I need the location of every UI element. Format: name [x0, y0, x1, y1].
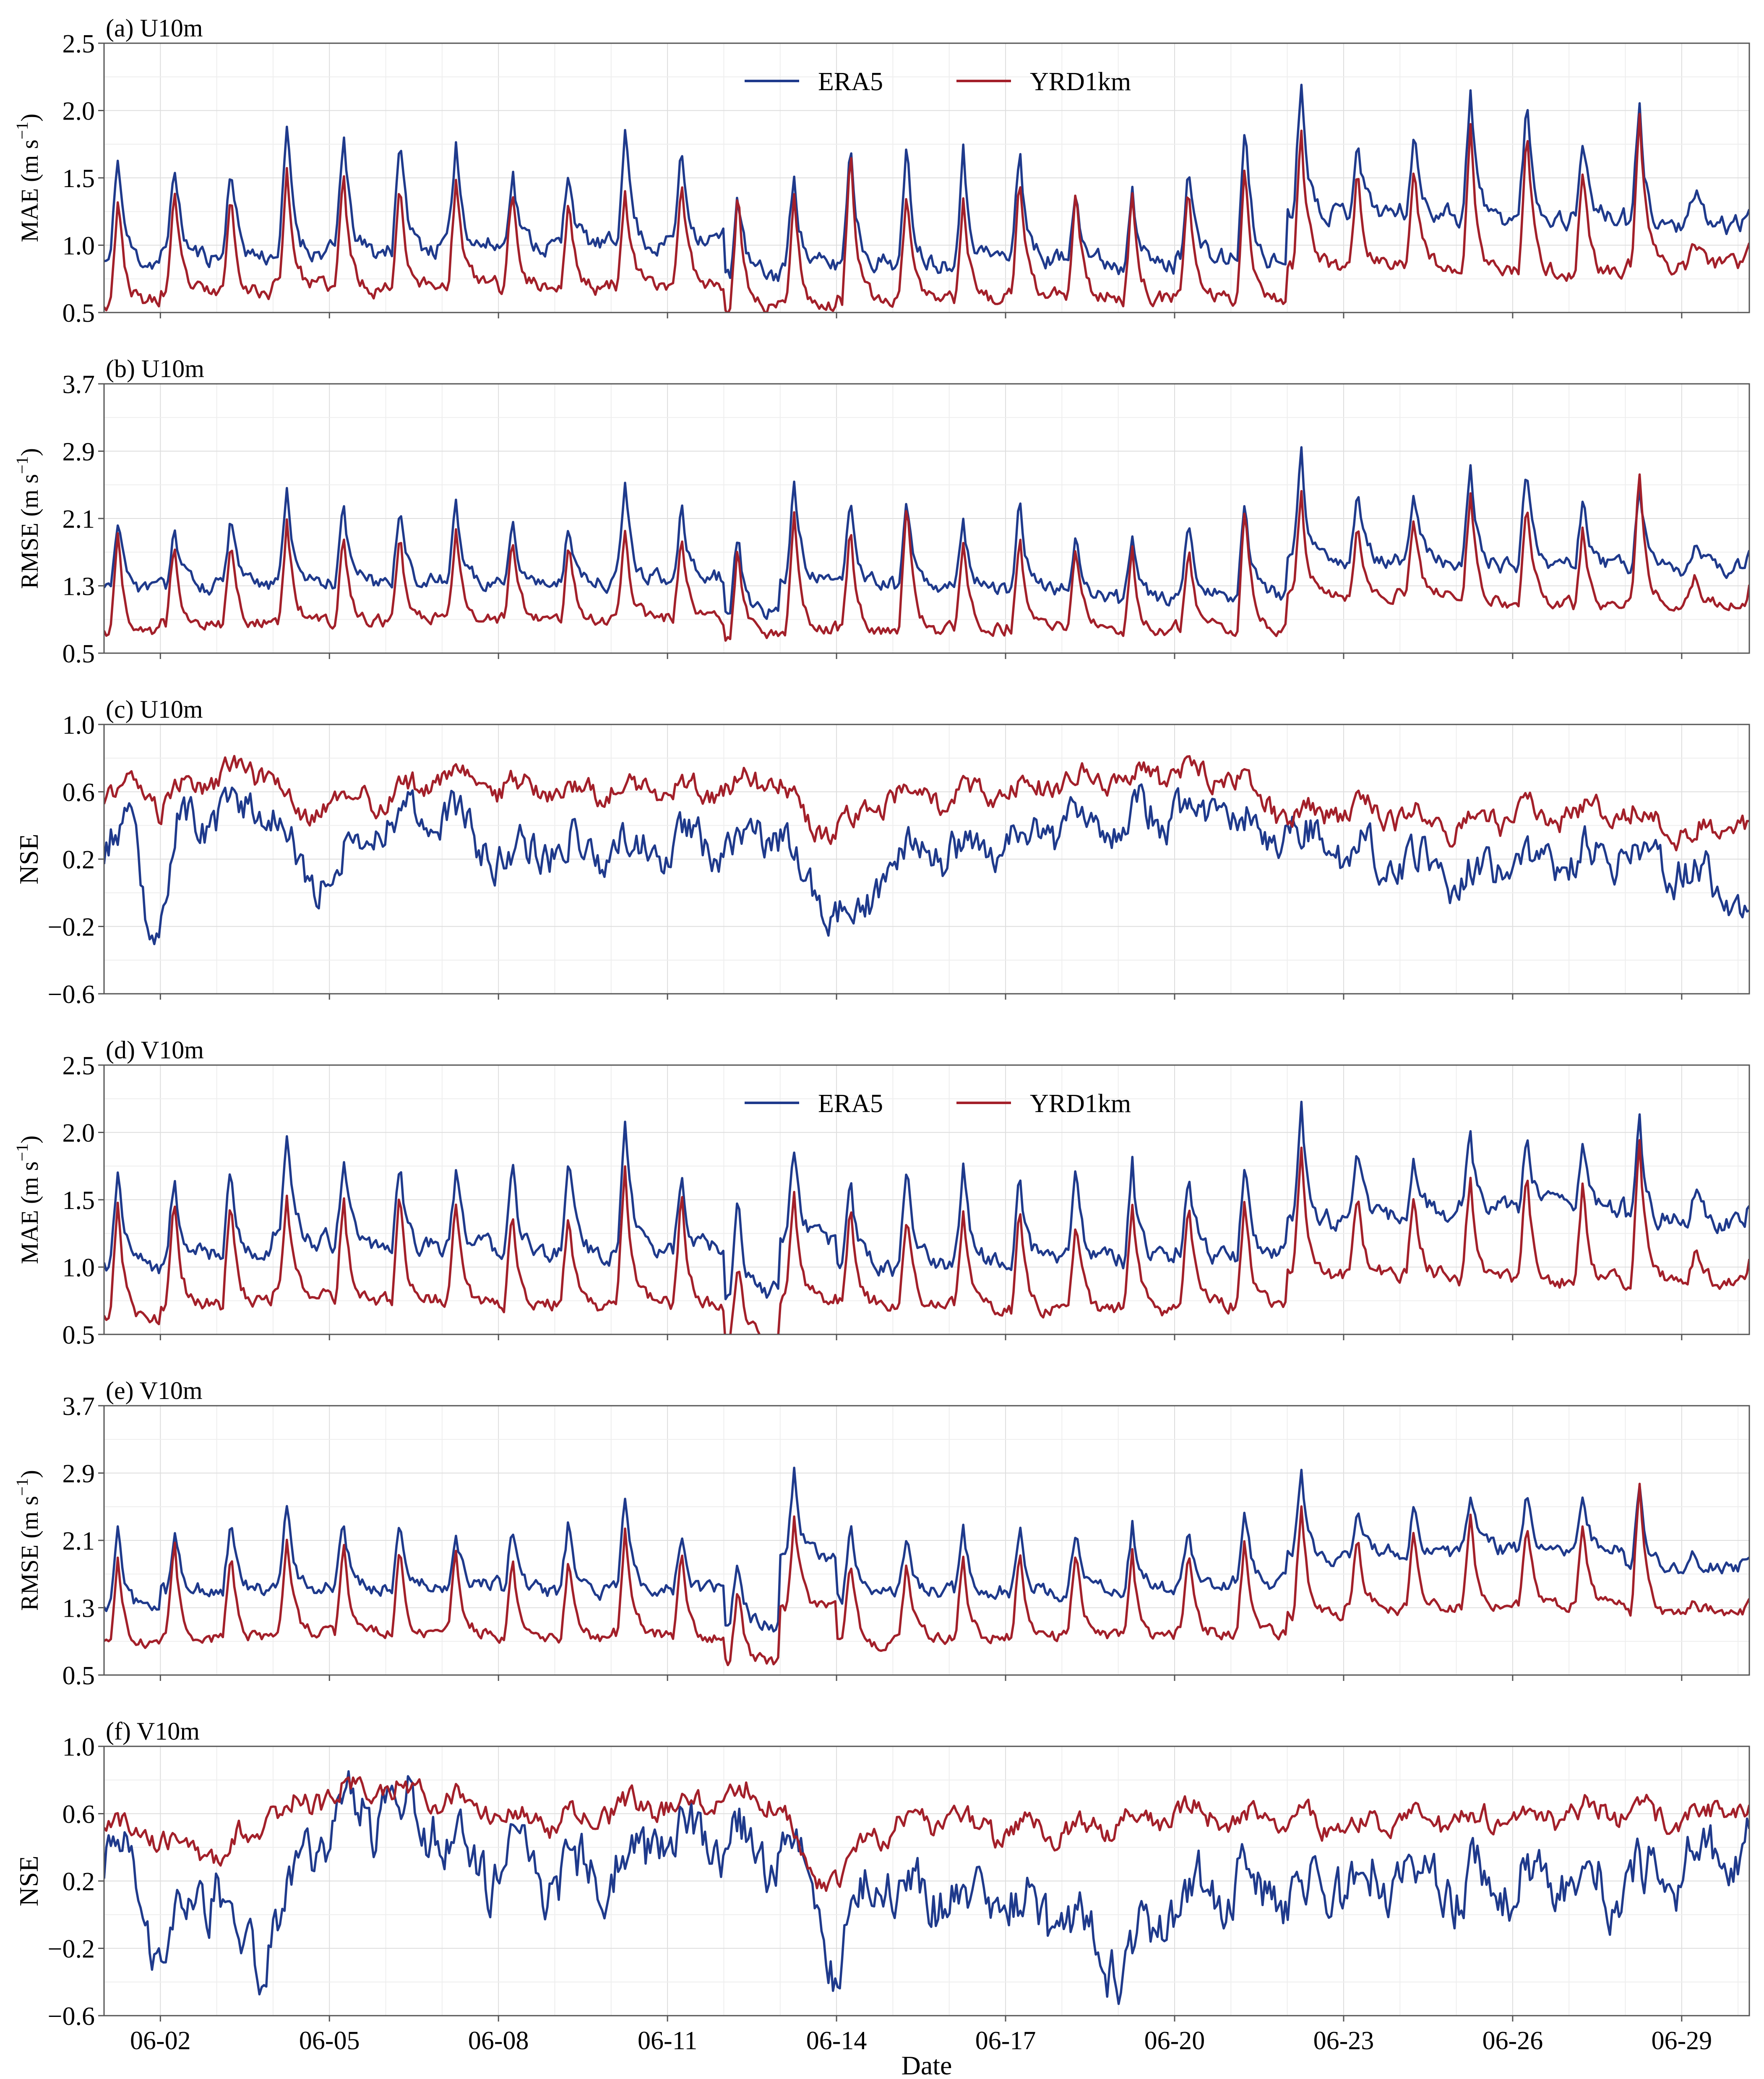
- y-tick-label: 2.1: [63, 505, 95, 534]
- y-tick-label: 1.3: [63, 1594, 95, 1623]
- gridlines: [104, 1406, 1749, 1675]
- chart-panel-4: 0.5 1.0 1.5 2.0 2.5 (d) V10m MAE (m s−1) ERA5 YR…: [13, 1036, 1750, 1350]
- series-line-era5: [104, 1770, 1749, 2005]
- y-tick-label: 1.0: [63, 711, 95, 740]
- gridlines: [104, 724, 1749, 994]
- x-tick-label: 06-17: [975, 2027, 1036, 2055]
- panel-title: (e) V10m: [106, 1377, 203, 1404]
- y-tick-label: 2.5: [63, 1052, 95, 1080]
- chart-panel-1: 0.5 1.0 1.5 2.0 2.5 (a) U10m MAE (m s−1) ERA5 YR…: [13, 14, 1750, 328]
- legend-label-yrd1km: YRD1km: [1030, 68, 1131, 96]
- y-tick-label: 3.7: [63, 1392, 95, 1421]
- series-line-yrd1km: [104, 112, 1749, 313]
- y-tick-label: 2.0: [63, 1119, 95, 1148]
- y-tick-label: −0.2: [48, 913, 95, 942]
- y-tick-label: 0.5: [63, 1662, 95, 1690]
- chart-panel-5: 0.5 1.3 2.1 2.9 3.7 (e) V10m RMSE (m s−1): [13, 1377, 1750, 1690]
- legend-label-era5: ERA5: [818, 68, 883, 96]
- x-tick-label: 06-02: [130, 2027, 191, 2055]
- y-tick-label: 2.0: [63, 97, 95, 126]
- x-tick-label: 06-05: [299, 2027, 360, 2055]
- y-tick-label: 2.9: [63, 1460, 95, 1488]
- x-tick-label: 06-14: [806, 2027, 867, 2055]
- y-tick-label: 0.5: [63, 640, 95, 668]
- legend-label-era5: ERA5: [818, 1089, 883, 1118]
- y-tick-label: 0.2: [63, 1868, 95, 1896]
- y-tick-label: 1.5: [63, 1186, 95, 1215]
- y-tick-label: 0.6: [63, 1800, 95, 1829]
- chart-panel-2: 0.5 1.3 2.1 2.9 3.7 (b) U10m RMSE (m s−1): [13, 355, 1750, 668]
- y-tick-label: 2.1: [63, 1527, 95, 1555]
- y-tick-label: 1.5: [63, 164, 95, 193]
- y-axis-label: NSE: [14, 1856, 44, 1907]
- series-line-yrd1km: [104, 473, 1749, 642]
- series-line-era5: [104, 83, 1749, 282]
- legend: ERA5 YRD1km: [745, 1089, 1131, 1118]
- x-tick-label: 06-29: [1651, 2027, 1712, 2055]
- y-tick-label: −0.6: [48, 2002, 95, 2031]
- series-line-era5: [104, 783, 1749, 946]
- panel-title: (f) V10m: [106, 1717, 200, 1745]
- legend: ERA5 YRD1km: [745, 68, 1131, 96]
- series-line-era5: [104, 446, 1749, 620]
- x-tick-label: 06-20: [1144, 2027, 1205, 2055]
- y-tick-label: 0.5: [63, 299, 95, 328]
- panel-title: (b) U10m: [106, 355, 204, 383]
- y-axis-label: MAE (m s−1): [13, 1136, 43, 1264]
- y-tick-label: −0.6: [48, 980, 95, 1009]
- y-tick-label: 0.5: [63, 1321, 95, 1350]
- y-tick-label: 1.0: [63, 1254, 95, 1282]
- y-axis-label: NSE: [14, 834, 44, 885]
- y-tick-label: 2.9: [63, 438, 95, 466]
- x-axis-label: Date: [902, 2050, 952, 2079]
- series-line-yrd1km: [104, 1139, 1749, 1334]
- y-tick-label: 1.3: [63, 573, 95, 601]
- y-tick-label: 2.5: [63, 30, 95, 58]
- gridlines: [104, 43, 1749, 313]
- gridlines: [104, 384, 1749, 653]
- y-tick-label: 0.2: [63, 846, 95, 874]
- y-tick-label: 3.7: [63, 370, 95, 399]
- series-line-yrd1km: [104, 1482, 1749, 1667]
- series-line-yrd1km: [104, 1776, 1749, 1892]
- panel-title: (a) U10m: [106, 14, 203, 42]
- legend-label-yrd1km: YRD1km: [1030, 1089, 1131, 1118]
- series-line-era5: [104, 1467, 1749, 1633]
- y-tick-label: 1.0: [63, 1733, 95, 1761]
- y-axis-label: RMSE (m s−1): [13, 1470, 43, 1611]
- y-tick-label: 0.6: [63, 779, 95, 807]
- chart-panel-6: −0.6 −0.2 0.2 0.6 1.0 06-02 06-05 06-08 06-11 06-…: [14, 1717, 1750, 2055]
- series-line-yrd1km: [104, 755, 1749, 852]
- x-tick-label: 06-23: [1313, 2027, 1374, 2055]
- y-axis-label: RMSE (m s−1): [13, 448, 43, 589]
- x-tick-label: 06-08: [468, 2027, 529, 2055]
- y-tick-label: 1.0: [63, 232, 95, 261]
- y-tick-label: −0.2: [48, 1935, 95, 1964]
- x-tick-label: 06-26: [1483, 2027, 1543, 2055]
- panel-title: (d) V10m: [106, 1036, 204, 1064]
- x-tick-label: 06-11: [638, 2027, 697, 2055]
- panel-title: (c) U10m: [106, 696, 203, 723]
- y-axis-label: MAE (m s−1): [13, 114, 43, 242]
- chart-panel-3: −0.6 −0.2 0.2 0.6 1.0 (c) U10m NSE: [14, 696, 1750, 1009]
- series-line-era5: [104, 1100, 1749, 1300]
